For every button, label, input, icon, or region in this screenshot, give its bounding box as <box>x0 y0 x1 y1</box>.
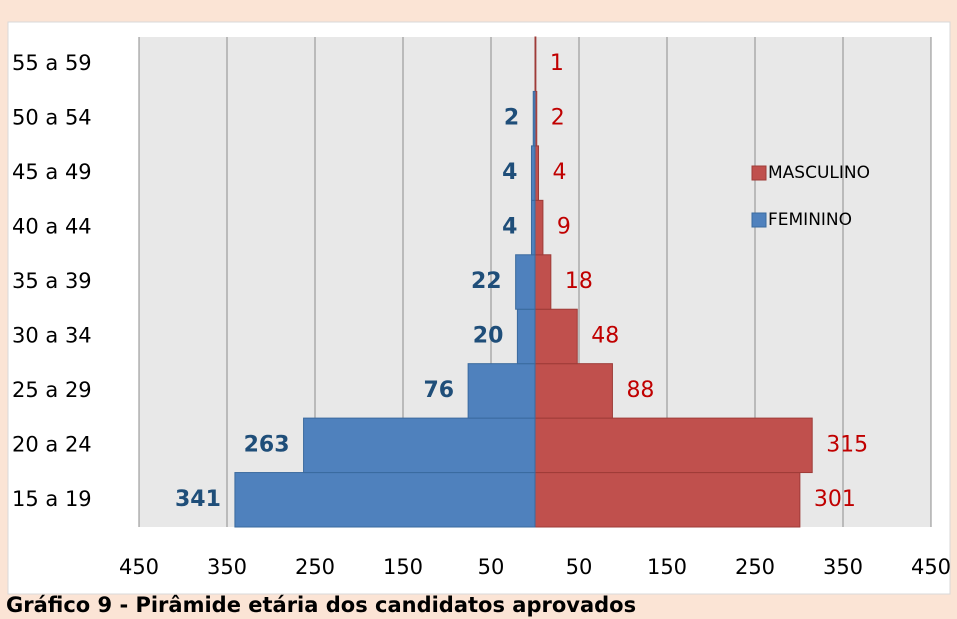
bar <box>515 254 536 310</box>
value-label: 18 <box>565 269 593 294</box>
value-label: 9 <box>557 215 571 240</box>
bar <box>534 36 537 92</box>
bar <box>234 472 536 528</box>
x-tick-label: 150 <box>647 555 687 579</box>
value-label: 48 <box>591 323 619 348</box>
bar <box>534 145 540 201</box>
x-tick-label: 250 <box>735 555 775 579</box>
bar <box>534 308 578 365</box>
bar <box>534 417 813 474</box>
y-tick-label: 25 a 29 <box>12 378 92 402</box>
value-label: 315 <box>826 432 868 457</box>
y-tick-label: 20 a 24 <box>12 432 92 456</box>
legend-label: MASCULINO <box>768 163 870 183</box>
bar <box>534 254 552 310</box>
x-tick-label: 350 <box>207 555 247 579</box>
caption: Gráfico 9 - Pirâmide etária dos candidat… <box>6 593 636 617</box>
bar <box>534 472 801 528</box>
value-label: 4 <box>502 160 517 185</box>
x-tick-label: 250 <box>295 555 335 579</box>
value-label: 341 <box>175 487 221 512</box>
bar <box>303 417 536 474</box>
value-label: 263 <box>244 432 290 457</box>
y-tick-label: 30 a 34 <box>12 323 92 347</box>
value-label: 2 <box>551 106 565 131</box>
legend-swatch <box>751 165 767 181</box>
x-tick-label: 150 <box>383 555 423 579</box>
x-tick-label: 450 <box>911 555 951 579</box>
bar <box>534 199 544 256</box>
legend-swatch <box>751 212 767 228</box>
y-tick-label: 35 a 39 <box>12 269 92 293</box>
y-tick-label: 50 a 54 <box>12 106 92 130</box>
value-label: 4 <box>502 215 517 240</box>
bar <box>516 308 536 365</box>
x-tick-label: 50 <box>478 555 505 579</box>
value-label: 4 <box>553 160 567 185</box>
value-label: 20 <box>473 323 504 348</box>
y-tick-label: 15 a 19 <box>12 487 92 511</box>
bar <box>532 90 536 147</box>
value-label: 88 <box>626 378 654 403</box>
value-label: 1 <box>550 51 564 76</box>
y-tick-label: 55 a 59 <box>12 51 92 75</box>
bar <box>534 363 613 419</box>
value-label: 76 <box>423 378 454 403</box>
value-label: 301 <box>814 487 856 512</box>
y-tick-label: 40 a 44 <box>12 215 92 239</box>
bar <box>467 363 536 419</box>
x-tick-label: 450 <box>119 555 159 579</box>
bar <box>530 199 536 256</box>
legend-label: FEMININO <box>768 210 852 230</box>
value-label: 2 <box>504 106 519 131</box>
bar <box>530 145 536 201</box>
x-tick-label: 50 <box>566 555 593 579</box>
value-label: 22 <box>471 269 502 294</box>
x-tick-label: 350 <box>823 555 863 579</box>
y-tick-label: 45 a 49 <box>12 160 92 184</box>
